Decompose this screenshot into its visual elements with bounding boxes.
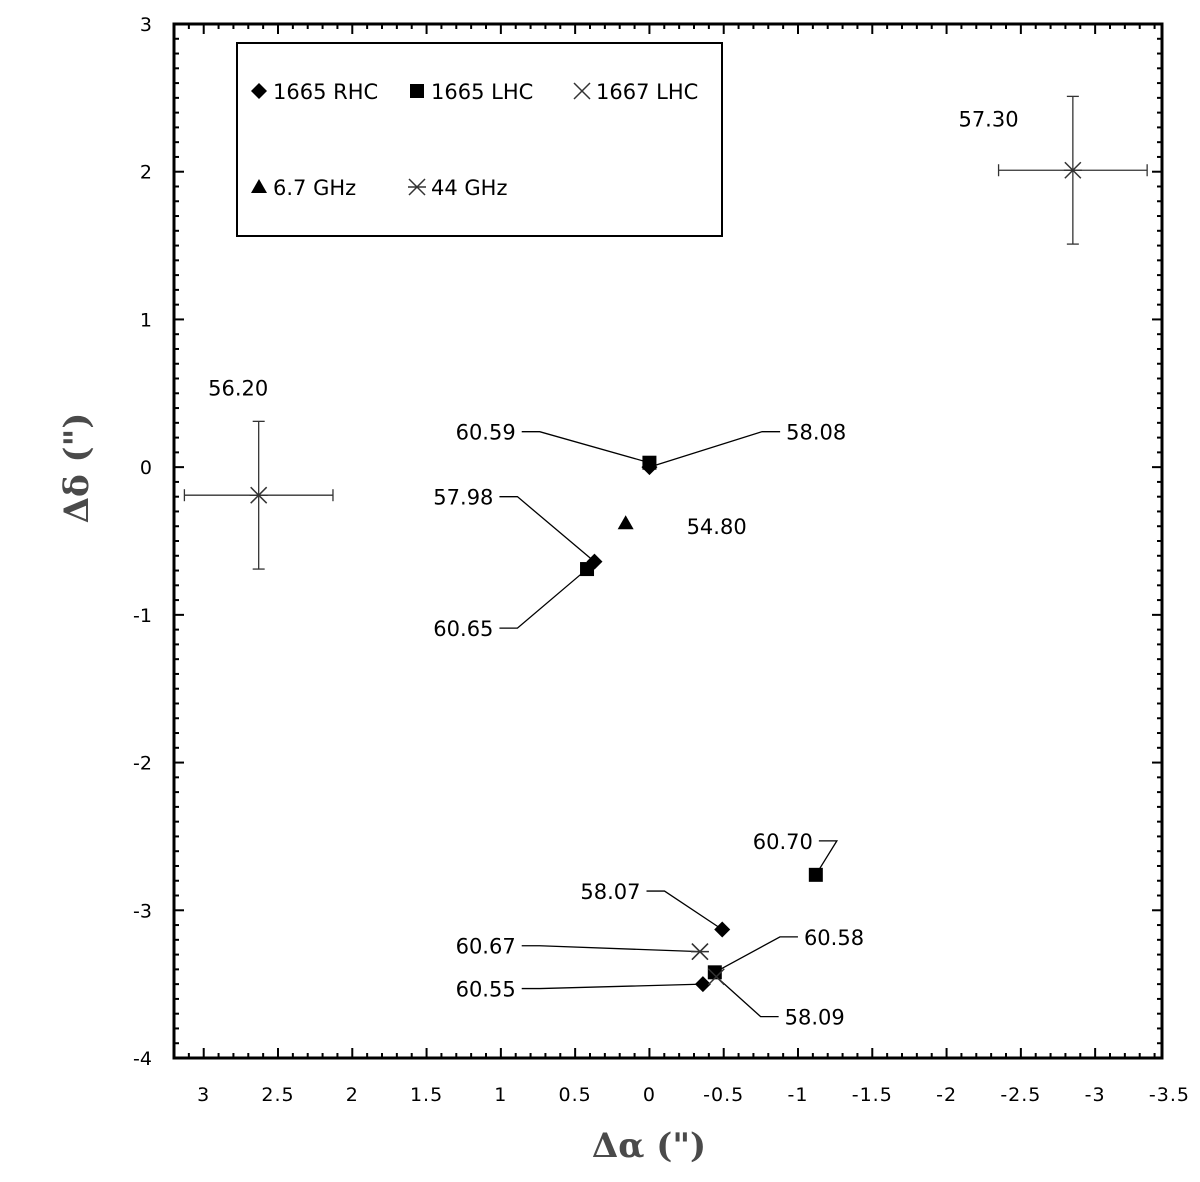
leader-line: [649, 431, 781, 468]
diamond-marker: [694, 976, 711, 993]
legend-item: 1665 LHC: [410, 80, 533, 104]
legend-marker: [408, 178, 426, 196]
point-1665-rhc: [694, 976, 711, 993]
point-1665-lhc: [580, 562, 595, 577]
x-tick-label: 0.5: [559, 1084, 592, 1106]
annotation-label: 60.58: [804, 926, 864, 950]
annotation-label: 60.70: [753, 830, 813, 854]
point-1665-rhc: [714, 921, 731, 938]
leader-line: [499, 568, 588, 629]
legend-item: 44 GHz: [408, 176, 507, 200]
x-tick-label: -3: [1085, 1084, 1106, 1106]
legend-marker: [573, 82, 591, 100]
square-marker: [808, 867, 823, 882]
square-marker: [642, 455, 657, 470]
annotation-label: 60.55: [456, 978, 516, 1002]
annotation-label: 58.08: [786, 421, 846, 445]
annotation-label: 54.80: [687, 515, 747, 539]
square-marker: [410, 84, 424, 98]
leader-line: [714, 936, 798, 973]
legend-label: 44 GHz: [431, 176, 507, 200]
x-tick-label: -0.5: [703, 1084, 744, 1106]
x-tick-label: -2: [936, 1084, 957, 1106]
x-marker-b: [573, 82, 591, 100]
annotation-label: 60.59: [456, 421, 516, 445]
diamond-marker: [251, 83, 267, 99]
y-tick-label: 3: [140, 14, 152, 36]
data-points: [183, 95, 1148, 993]
x-tick-label: -3.5: [1149, 1084, 1190, 1106]
leader-line: [521, 431, 650, 464]
point-1665-lhc: [707, 965, 722, 980]
leader-line: [646, 890, 723, 931]
x-tick-label: 1: [494, 1084, 507, 1106]
legend-marker: [251, 179, 267, 193]
x-axis-title: Δα ("): [592, 1126, 706, 1166]
legend-item: 6.7 GHz: [251, 176, 356, 200]
legend-box: [236, 42, 723, 237]
leader-line: [499, 496, 595, 563]
square-marker: [707, 965, 722, 980]
x-tick-label: -2.5: [1000, 1084, 1041, 1106]
y-tick-label: -3: [133, 900, 152, 922]
legend: 1665 RHC 1665 LHC 1667 LHC 6.7 GHz 44 GHz: [236, 42, 723, 237]
triangle-marker: [617, 515, 634, 530]
point-44-ghz: [690, 943, 709, 961]
x-tick-label: -1: [788, 1084, 809, 1106]
legend-item: 1665 RHC: [251, 80, 378, 104]
point-44-ghz: [1063, 161, 1082, 179]
y-axis-title: Δδ ("): [57, 413, 97, 524]
x-tick-label: 2.5: [261, 1084, 294, 1106]
x-tick-label: 3: [197, 1084, 210, 1106]
legend-marker: [251, 83, 267, 99]
point-1667-lhc: [707, 968, 725, 986]
x-tick-label: 1.5: [410, 1084, 443, 1106]
axis-ticks: [173, 23, 1162, 1059]
x-marker-b: [707, 968, 725, 986]
legend-label: 1665 RHC: [273, 80, 378, 104]
diamond-marker: [714, 921, 731, 938]
point-6-7-ghz: [617, 515, 634, 530]
annotations: 57.30 56.20 60.59 58.08 57.98 54.80 60.65 60.70…: [208, 108, 1018, 1030]
x-tick-label: 0: [643, 1084, 656, 1106]
annotation-label: 58.07: [580, 880, 640, 904]
annotation-label: 60.67: [456, 935, 516, 959]
point-44-ghz: [249, 486, 268, 504]
annotation-label: 56.20: [208, 376, 268, 400]
axis-tick-labels: 3 2 1 0 -1 -2 -3 -4 3 2.5 2 1.5 1 0.5 0 -0.5 -1 -1.5 -2 -2.…: [133, 14, 1190, 1106]
legend-marker: [410, 84, 424, 98]
y-tick-label: 0: [140, 457, 152, 479]
triangle-marker: [251, 179, 267, 193]
leader-line: [521, 945, 700, 953]
leader-line: [815, 840, 839, 876]
legend-label: 6.7 GHz: [273, 176, 356, 200]
x-tick-label: 2: [346, 1084, 359, 1106]
leader-line: [715, 976, 779, 1018]
y-tick-label: -4: [133, 1048, 152, 1070]
x-tick-label: -1.5: [852, 1084, 893, 1106]
annotation-label: 60.65: [433, 617, 493, 641]
y-tick-label: 1: [140, 309, 152, 331]
legend-item: 1667 LHC: [573, 80, 698, 104]
leader-line: [521, 983, 703, 990]
annotation-label: 58.09: [785, 1006, 845, 1030]
point-1665-lhc: [808, 867, 823, 882]
y-tick-label: 2: [140, 162, 152, 184]
annotation-leaders: [499, 431, 839, 1018]
y-tick-label: -2: [133, 753, 152, 775]
point-1665-lhc: [642, 455, 657, 470]
y-tick-label: -1: [133, 605, 152, 627]
annotation-label: 57.30: [958, 108, 1018, 132]
square-marker: [580, 562, 595, 577]
legend-label: 1667 LHC: [596, 80, 698, 104]
annotation-label: 57.98: [433, 486, 493, 510]
legend-label: 1665 LHC: [431, 80, 533, 104]
